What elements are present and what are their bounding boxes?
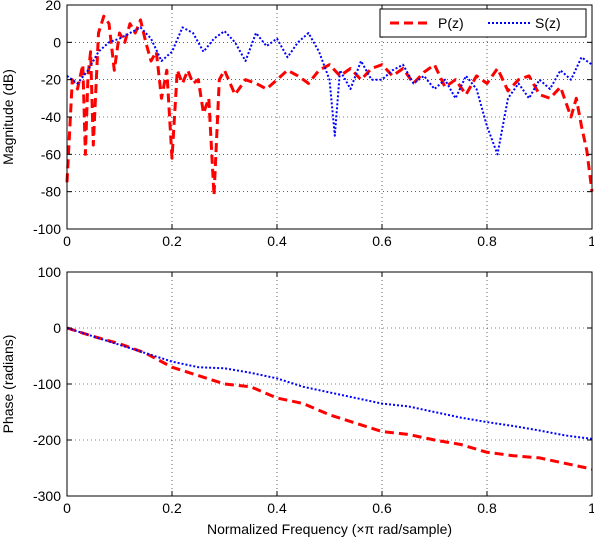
y-tick-label: -100 — [33, 221, 61, 237]
y-tick-label: -80 — [41, 184, 61, 200]
plot-area — [67, 5, 592, 229]
x-tick-label: 0.4 — [267, 233, 287, 249]
x-tick-label: 0.2 — [162, 500, 182, 516]
y-axis-label: Phase (radians) — [0, 335, 16, 434]
x-tick-label: 1 — [588, 500, 594, 516]
x-axis-label: Normalized Frequency (×π rad/sample) — [207, 521, 452, 537]
x-tick-label: 0.2 — [162, 233, 182, 249]
series-line-sz — [66, 327, 593, 440]
legend-label-sz: S(z) — [535, 15, 561, 31]
y-tick-label: -60 — [41, 146, 61, 162]
legend-label-pz: P(z) — [438, 15, 464, 31]
y-tick-label: -20 — [41, 72, 61, 88]
series-line-pz — [65, 14, 594, 197]
y-axis-label: Magnitude (dB) — [0, 69, 16, 165]
x-tick-label: 0 — [63, 500, 71, 516]
legend-box — [379, 8, 587, 38]
y-tick-label: 20 — [45, 0, 61, 13]
y-tick-label: 0 — [53, 34, 61, 50]
x-tick-label: 0.8 — [477, 233, 497, 249]
plot-area — [67, 272, 592, 496]
x-tick-label: 0.6 — [372, 500, 392, 516]
x-tick-label: 0.6 — [372, 233, 392, 249]
magnitude-plot: 0 0.2 0.4 0.6 0.8 1 -100 -80 -60 -40 -20 0 20 Magnitu… — [0, 0, 594, 249]
series-line-sz — [66, 26, 593, 156]
x-tick-label: 0.8 — [477, 500, 497, 516]
y-tick-label: -300 — [33, 488, 61, 504]
y-tick-label: -200 — [33, 432, 61, 448]
x-tick-label: 1 — [588, 233, 594, 249]
y-tick-label: 0 — [53, 320, 61, 336]
legend: P(z) S(z) — [379, 8, 587, 38]
x-tick-label: 0.4 — [267, 500, 287, 516]
phase-plot: 0 0.2 0.4 0.6 0.8 1 -300 -200 -100 0 100 Phase (rad… — [0, 264, 594, 537]
x-tick-label: 0 — [63, 233, 71, 249]
y-tick-label: -40 — [41, 109, 61, 125]
y-tick-label: -100 — [33, 376, 61, 392]
series-line-pz — [66, 326, 593, 471]
y-tick-label: 100 — [38, 264, 62, 280]
